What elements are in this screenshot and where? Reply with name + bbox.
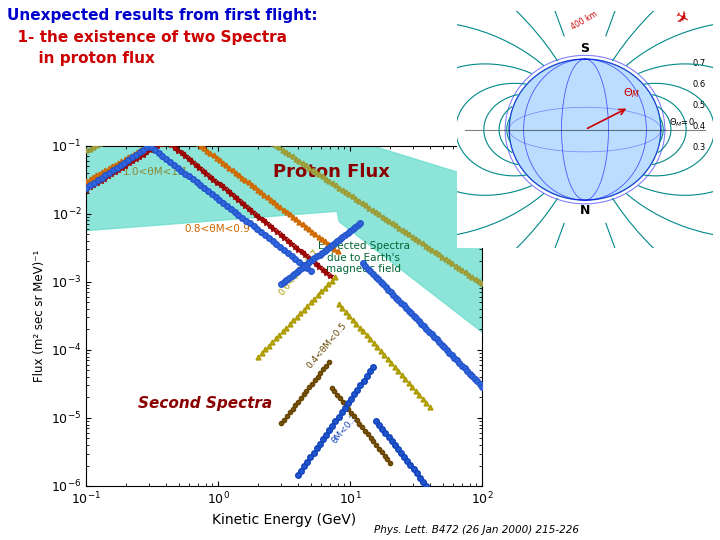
Text: 0.4<θM<0.5: 0.4<θM<0.5 [305,321,348,370]
Text: Phys. Lett. B472 (26 Jan 2000) 215-226: Phys. Lett. B472 (26 Jan 2000) 215-226 [374,524,580,535]
Text: Second Spectra: Second Spectra [138,396,272,411]
Y-axis label: Flux (m² sec sr MeV)⁻¹: Flux (m² sec sr MeV)⁻¹ [32,249,45,382]
Text: ✈: ✈ [670,7,691,30]
Text: 1- the existence of two Spectra: 1- the existence of two Spectra [7,30,287,45]
Text: 0.6<θM<0.7: 0.6<θM<0.7 [277,247,321,297]
Text: θM<0.3: θM<0.3 [330,412,359,445]
Text: Proton Flux: Proton Flux [274,163,390,181]
Text: S: S [580,42,590,55]
Text: N: N [580,204,590,217]
Text: 1.0<θM<1.1: 1.0<θM<1.1 [123,167,189,177]
X-axis label: Kinetic Energy (GeV): Kinetic Energy (GeV) [212,513,356,527]
Text: in proton flux: in proton flux [7,51,155,66]
Text: 0.7: 0.7 [693,59,706,69]
Text: 400 km: 400 km [569,9,598,31]
Text: 0.3: 0.3 [693,143,706,152]
Text: Expected Spectra
due to Earth's
magnetic field: Expected Spectra due to Earth's magnetic… [318,241,410,274]
Polygon shape [86,90,482,333]
Text: $\Theta_M$: $\Theta_M$ [624,86,641,100]
Text: 0.8<θM<0.9: 0.8<θM<0.9 [184,224,250,234]
Text: $\Theta_M$=0: $\Theta_M$=0 [669,117,695,130]
Circle shape [509,59,661,200]
Text: 0.4: 0.4 [693,122,706,131]
Text: Unexpected results from first flight:: Unexpected results from first flight: [7,8,318,23]
Text: 0.6: 0.6 [693,80,706,89]
Text: 0.5: 0.5 [693,101,706,110]
